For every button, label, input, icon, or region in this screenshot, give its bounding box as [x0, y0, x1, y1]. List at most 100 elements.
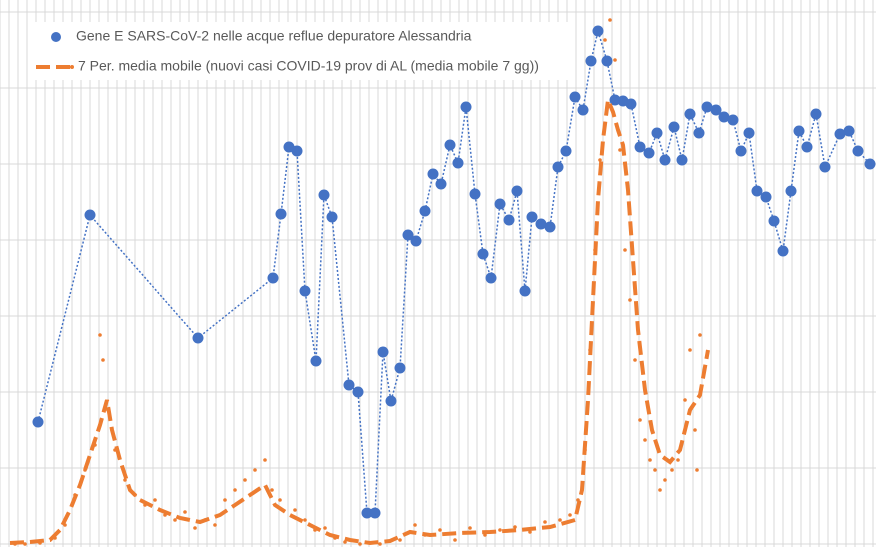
- data-point: [801, 141, 813, 153]
- data-point: [577, 104, 589, 116]
- data-dot: [143, 503, 147, 507]
- data-point: [310, 355, 322, 367]
- data-dot: [193, 526, 197, 530]
- data-dot: [203, 518, 207, 522]
- data-dot: [213, 523, 217, 527]
- data-dot: [123, 478, 127, 482]
- data-point: [469, 188, 481, 200]
- data-dot: [543, 520, 547, 524]
- data-dot: [593, 248, 597, 252]
- data-point: [793, 125, 805, 137]
- data-point: [299, 285, 311, 297]
- data-dot: [173, 518, 177, 522]
- data-dot: [588, 348, 592, 352]
- data-dot: [693, 428, 697, 432]
- data-point: [410, 235, 422, 247]
- data-dot: [683, 398, 687, 402]
- data-point: [84, 209, 96, 221]
- data-point: [710, 104, 722, 116]
- data-dot: [643, 438, 647, 442]
- legend-label: Gene E SARS-CoV-2 nelle acque reflue dep…: [76, 28, 472, 44]
- data-dot: [688, 348, 692, 352]
- data-point: [343, 379, 355, 391]
- data-point: [503, 214, 515, 226]
- data-dot: [663, 478, 667, 482]
- data-dot: [638, 418, 642, 422]
- data-dot: [378, 542, 382, 546]
- data-point: [625, 98, 637, 110]
- data-dot: [633, 358, 637, 362]
- data-point: [668, 121, 680, 133]
- data-point: [785, 185, 797, 197]
- data-dot: [98, 333, 102, 337]
- data-dot: [628, 298, 632, 302]
- data-point: [727, 114, 739, 126]
- data-dot: [583, 448, 587, 452]
- data-dot: [413, 523, 417, 527]
- data-dot: [163, 513, 167, 517]
- data-dot: [153, 498, 157, 502]
- data-point: [444, 139, 456, 151]
- data-dot: [38, 541, 42, 545]
- data-dot: [293, 508, 297, 512]
- data-dot: [528, 530, 532, 534]
- data-dot: [695, 468, 699, 472]
- data-point: [693, 127, 705, 139]
- data-point: [560, 145, 572, 157]
- data-point: [385, 395, 397, 407]
- data-point: [519, 285, 531, 297]
- data-point: [275, 208, 287, 220]
- data-dot: [83, 468, 87, 472]
- data-dot: [568, 513, 572, 517]
- data-point: [643, 147, 655, 159]
- data-dot: [101, 358, 105, 362]
- data-dot: [453, 538, 457, 542]
- data-point: [735, 145, 747, 157]
- data-point: [760, 191, 772, 203]
- data-dot: [323, 526, 327, 530]
- data-dot: [106, 408, 110, 412]
- data-point: [843, 125, 855, 137]
- data-point: [651, 127, 663, 139]
- data-point: [777, 245, 789, 257]
- data-dot: [483, 533, 487, 537]
- data-dot: [653, 468, 657, 472]
- data-dot: [113, 448, 117, 452]
- data-dot: [183, 510, 187, 514]
- data-point: [544, 221, 556, 233]
- data-dot: [313, 528, 317, 532]
- data-point: [601, 55, 613, 67]
- data-point: [485, 272, 497, 284]
- data-point: [267, 272, 279, 284]
- data-dot: [558, 518, 562, 522]
- data-dot: [243, 478, 247, 482]
- data-point: [394, 362, 406, 374]
- data-point: [768, 215, 780, 227]
- data-point: [659, 154, 671, 166]
- data-point: [684, 108, 696, 120]
- data-point: [377, 346, 389, 358]
- data-dot: [13, 542, 17, 546]
- data-point: [435, 178, 447, 190]
- legend-label: 7 Per. media mobile (nuovi casi COVID-19…: [78, 58, 539, 74]
- data-dot: [223, 498, 227, 502]
- data-point: [535, 218, 547, 230]
- data-dot: [358, 542, 362, 546]
- data-point: [419, 205, 431, 217]
- data-point: [427, 168, 439, 180]
- data-point: [609, 94, 621, 106]
- data-dot: [63, 523, 67, 527]
- data-point: [192, 332, 204, 344]
- data-dot: [23, 542, 27, 546]
- legend-background: [30, 22, 570, 80]
- data-dot: [93, 443, 97, 447]
- data-point: [361, 507, 373, 519]
- legend-marker: [51, 32, 61, 42]
- data-point: [494, 198, 506, 210]
- data-point: [701, 101, 713, 113]
- data-dot: [608, 18, 612, 22]
- data-dot: [233, 488, 237, 492]
